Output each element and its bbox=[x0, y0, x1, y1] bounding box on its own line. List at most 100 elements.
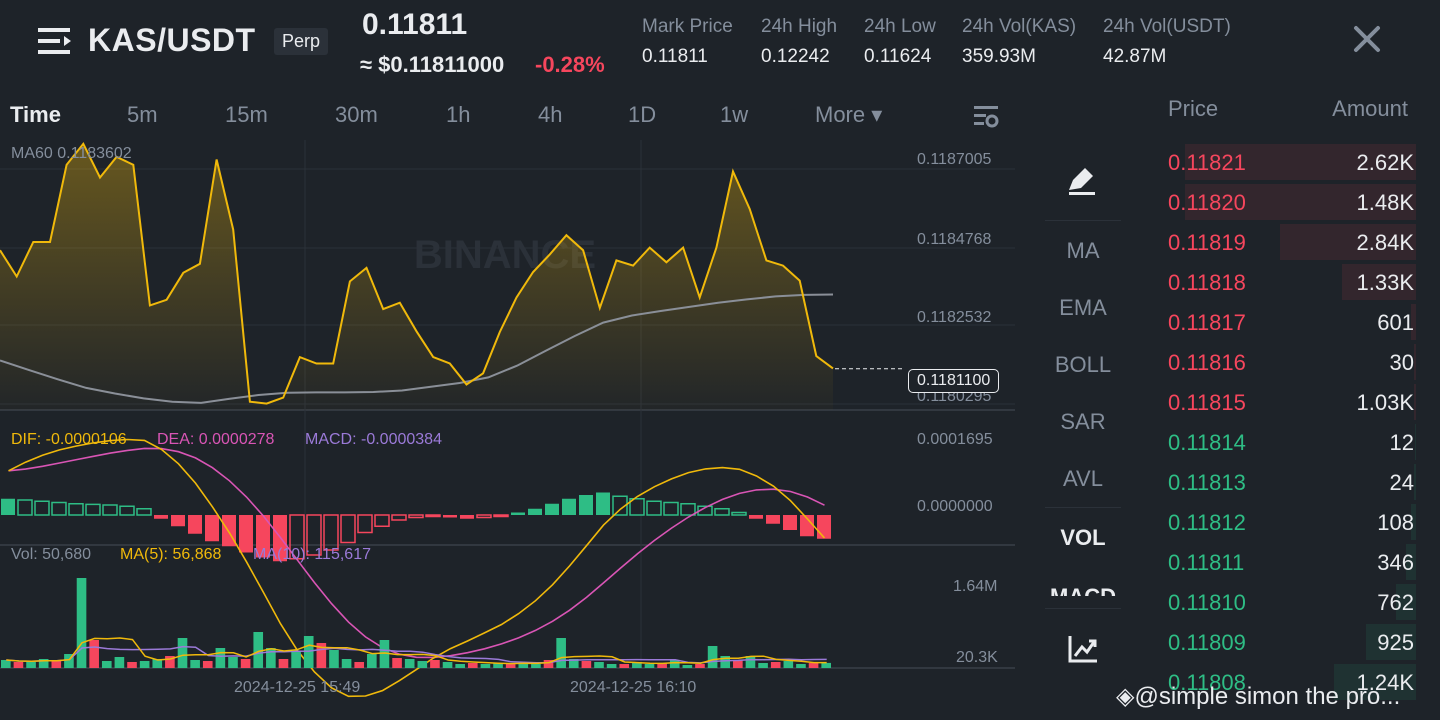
timeframe-more[interactable]: More ▾ bbox=[815, 102, 883, 127]
trading-pair[interactable]: KAS/USDT bbox=[88, 22, 256, 58]
orderbook: Price Amount 0.11821 2.62K 0.11820 1.48K 0.1… bbox=[1160, 90, 1420, 720]
volume-bar-up bbox=[556, 638, 566, 668]
volume-bar-down bbox=[505, 664, 516, 668]
bid-row[interactable]: 0.11811 346 bbox=[1168, 542, 1416, 582]
volume-bar-down bbox=[316, 643, 327, 668]
orderbook-price: 0.11817 bbox=[1168, 310, 1246, 335]
stat-value: 0.12242 bbox=[761, 46, 830, 67]
bid-row[interactable]: 0.11810 762 bbox=[1168, 582, 1416, 622]
stat-label: Mark Price bbox=[642, 16, 733, 37]
volume-bar-up bbox=[632, 662, 642, 668]
volume-bar-up bbox=[303, 636, 314, 668]
stat-value: 0.11811 bbox=[642, 46, 708, 67]
indicator-macd[interactable]: MACD bbox=[1045, 584, 1121, 596]
volume-bar-up bbox=[606, 664, 617, 668]
creator-watermark: ◈@simple simon the pro... bbox=[1116, 682, 1400, 711]
ask-row[interactable]: 0.11815 1.03K bbox=[1168, 382, 1416, 422]
orderbook-amount: 925 bbox=[1377, 630, 1414, 655]
macd-bar-negative bbox=[800, 515, 814, 537]
stat-24h-high: 24h High 0.12242 bbox=[761, 16, 837, 68]
timeframe-1w[interactable]: 1w bbox=[720, 102, 749, 127]
stat-value: 0.11624 bbox=[864, 46, 932, 67]
volume-bar-down bbox=[240, 659, 251, 668]
stat-24h-vol-usdt: 24h Vol(USDT) 42.87M bbox=[1103, 16, 1231, 68]
volume-bar-up bbox=[177, 638, 188, 668]
divider bbox=[1045, 220, 1121, 221]
indicator-boll[interactable]: BOLL bbox=[1054, 352, 1112, 377]
bid-row[interactable]: 0.11809 925 bbox=[1168, 622, 1416, 662]
volume-bar-down bbox=[430, 660, 440, 668]
volume-bar-up bbox=[114, 657, 125, 668]
depth-bar bbox=[1279, 224, 1416, 260]
ask-row[interactable]: 0.11819 2.84K bbox=[1168, 222, 1416, 262]
macd-bar-positive bbox=[136, 508, 152, 516]
macd-bar-positive bbox=[528, 508, 542, 515]
ask-row[interactable]: 0.11818 1.33K bbox=[1168, 262, 1416, 302]
timeframe-5m[interactable]: 5m bbox=[127, 102, 158, 127]
bid-row[interactable]: 0.11813 24 bbox=[1168, 462, 1416, 502]
timeframe-30m[interactable]: 30m bbox=[335, 102, 378, 127]
macd-bar-positive bbox=[119, 505, 135, 516]
macd-bar-positive bbox=[714, 508, 730, 516]
diamond-logo-icon: ◈ bbox=[1116, 683, 1135, 710]
draw-icon[interactable] bbox=[1065, 166, 1099, 196]
timeframe-time[interactable]: Time bbox=[10, 102, 61, 127]
indicator-sar[interactable]: SAR bbox=[1060, 409, 1106, 434]
orderbook-price: 0.11815 bbox=[1168, 390, 1246, 415]
macd-bar-negative bbox=[205, 515, 219, 542]
dea-line bbox=[8, 447, 825, 659]
timeframe-1h[interactable]: 1h bbox=[446, 102, 471, 127]
macd-bar-negative bbox=[476, 514, 492, 519]
kline-chart[interactable]: BINANCE bbox=[0, 140, 1015, 705]
volume-bar-up bbox=[329, 650, 339, 668]
ask-row[interactable]: 0.11817 601 bbox=[1168, 302, 1416, 342]
macd-bar-negative bbox=[340, 514, 356, 544]
volume-bar-up bbox=[455, 664, 465, 668]
vol-ma10-label: MA(10): 115,617 bbox=[253, 546, 371, 563]
indicator-ema[interactable]: EMA bbox=[1059, 295, 1107, 320]
ask-row[interactable]: 0.11821 2.62K bbox=[1168, 142, 1416, 182]
macd-bar-negative bbox=[323, 514, 339, 551]
close-icon[interactable] bbox=[1350, 22, 1384, 56]
volume-bar-up bbox=[669, 660, 680, 668]
chart-settings-icon[interactable] bbox=[972, 102, 1000, 130]
volume-bar-down bbox=[89, 640, 99, 668]
timeframe-4h[interactable]: 4h bbox=[538, 102, 563, 127]
bid-row[interactable]: 0.11812 108 bbox=[1168, 502, 1416, 542]
indicator-vol[interactable]: VOL bbox=[1060, 525, 1106, 550]
y-tick-label: 0.1187005 bbox=[917, 151, 992, 168]
macd-bar-positive bbox=[545, 503, 559, 515]
macd-bar-negative bbox=[408, 514, 424, 519]
volume-bar-up bbox=[783, 661, 794, 668]
volume-bar-up bbox=[26, 662, 36, 668]
ask-row[interactable]: 0.11816 30 bbox=[1168, 342, 1416, 382]
orderbook-price: 0.11819 bbox=[1168, 230, 1246, 255]
price-line bbox=[0, 141, 834, 405]
macd-bar-negative bbox=[493, 514, 509, 518]
menu-icon[interactable] bbox=[38, 26, 74, 56]
volume-bar-up bbox=[228, 657, 238, 668]
macd-bar-negative bbox=[425, 514, 441, 518]
ask-row[interactable]: 0.11820 1.48K bbox=[1168, 182, 1416, 222]
volume-bar-down bbox=[354, 662, 365, 668]
macd-histogram bbox=[1, 438, 831, 698]
orderbook-price: 0.11816 bbox=[1168, 350, 1246, 375]
timeframe-bar: Time 5m 15m 30m 1h 4h 1D 1w More ▾ bbox=[0, 96, 1010, 136]
timeframe-1d[interactable]: 1D bbox=[628, 102, 657, 127]
indicator-avl[interactable]: AVL bbox=[1063, 466, 1103, 491]
bid-row[interactable]: 0.11814 12 bbox=[1168, 422, 1416, 462]
volume-bar-down bbox=[657, 663, 667, 668]
chart-indicator-icon[interactable] bbox=[1067, 634, 1099, 664]
macd-bar-positive bbox=[731, 511, 747, 516]
volume-bar-down bbox=[695, 664, 705, 668]
indicator-ma[interactable]: MA bbox=[1066, 238, 1100, 263]
macd-y-tick-label: 0.0000000 bbox=[917, 498, 993, 515]
depth-bar bbox=[1411, 504, 1416, 540]
depth-bar bbox=[1411, 304, 1416, 340]
bid-row[interactable]: 0.11808 1.24K bbox=[1168, 662, 1416, 702]
volume-bar-up bbox=[64, 654, 74, 668]
timeframe-15m[interactable]: 15m bbox=[225, 102, 268, 127]
depth-bar bbox=[1185, 144, 1416, 180]
volume-bar-up bbox=[266, 648, 276, 668]
contract-type-badge: Perp bbox=[274, 28, 329, 55]
